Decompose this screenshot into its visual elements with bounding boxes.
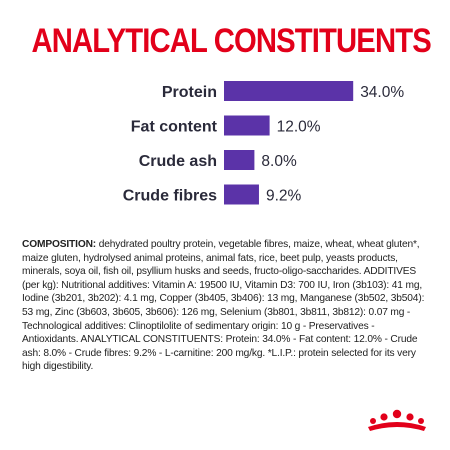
bar-3 bbox=[224, 184, 259, 205]
value-label-3: 9.2% bbox=[266, 188, 302, 205]
category-label-0: Protein bbox=[162, 84, 217, 101]
bar-0 bbox=[224, 81, 354, 101]
category-label-3: Crude fibres bbox=[123, 188, 217, 205]
constituents-bar-chart: Protein 34.0% Fat content 12.0% Crude ash 8.0… bbox=[123, 81, 404, 205]
value-label-0: 34.0% bbox=[360, 84, 404, 101]
bar-1 bbox=[224, 115, 270, 136]
crown-icon bbox=[368, 409, 426, 431]
composition-label: COMPOSITION: bbox=[22, 239, 97, 250]
composition-body: dehydrated poultry protein, vegetable fi… bbox=[22, 239, 425, 373]
value-label-2: 8.0% bbox=[261, 153, 297, 170]
bar-2 bbox=[224, 150, 255, 170]
category-label-2: Crude ash bbox=[139, 153, 217, 170]
category-label-1: Fat content bbox=[131, 119, 218, 136]
page-title: ANALYTICAL CONSTITUENTS bbox=[31, 22, 432, 60]
value-label-1: 12.0% bbox=[277, 119, 321, 136]
composition-text-block: COMPOSITION: dehydrated poultry protein,… bbox=[22, 238, 432, 374]
